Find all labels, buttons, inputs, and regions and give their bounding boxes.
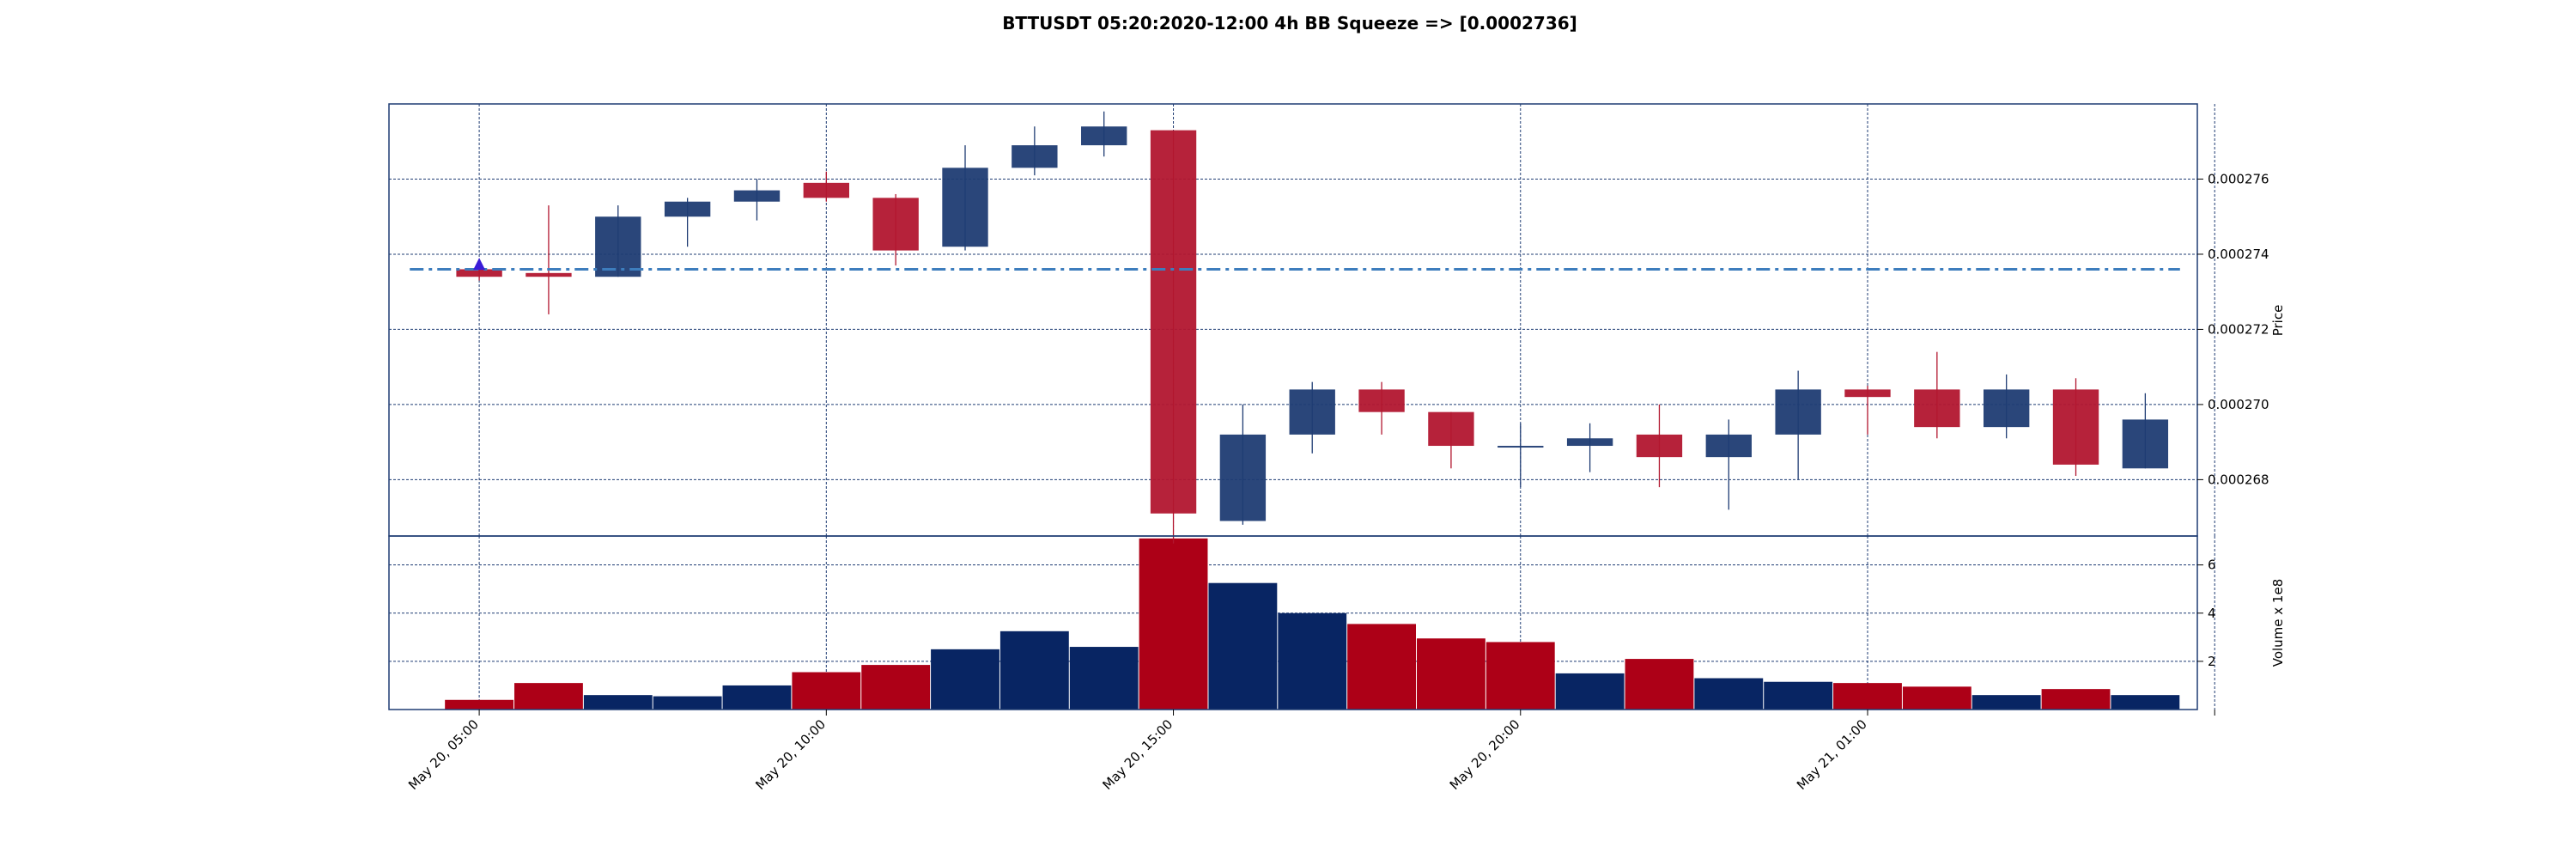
- chart-title: BTTUSDT 05:20:2020-12:00 4h BB Squeeze =…: [1002, 13, 1577, 34]
- price-tick-label: 0.000276: [2208, 171, 2269, 186]
- candle-body: [1289, 389, 1335, 435]
- volume-bar: [2111, 695, 2180, 710]
- candle-body: [1983, 389, 2030, 428]
- candle-body: [1775, 389, 1821, 435]
- candle-body: [1705, 434, 1752, 458]
- volume-ticks: 2 4 6: [2197, 557, 2216, 669]
- volume-bar: [1485, 642, 1555, 710]
- volume-bar: [1555, 673, 1625, 710]
- volume-bar: [1278, 612, 1347, 710]
- volume-bar: [861, 665, 931, 710]
- price-tick-label: 0.000272: [2208, 321, 2269, 337]
- candle-body: [1012, 145, 1058, 168]
- candlesticks: [456, 111, 2169, 544]
- volume-bar: [931, 649, 999, 710]
- x-ticks: May 20, 05:00 May 20, 10:00 May 20, 15:00 M…: [405, 710, 2215, 793]
- candle-body: [872, 198, 919, 251]
- price-axes-frame: [388, 103, 2198, 537]
- overlay: [410, 258, 2180, 271]
- price-ticks: 0.000268 0.000270 0.000272 0.000274 0.000276: [2197, 171, 2269, 487]
- candle-body: [1150, 130, 1197, 514]
- volume-bar: [1069, 647, 1139, 710]
- axes-frames: [388, 103, 2198, 710]
- price-axis-label: Price: [2270, 305, 2286, 337]
- x-tick-label: May 20, 05:00: [405, 716, 482, 793]
- x-tick-label: May 20, 20:00: [1447, 716, 1523, 793]
- volume-bar: [1833, 683, 1902, 710]
- candle-body: [1566, 438, 1613, 447]
- volume-bar: [514, 683, 583, 710]
- volume-bar: [445, 699, 514, 710]
- volume-bar: [583, 695, 653, 710]
- volume-bar: [1694, 678, 1764, 710]
- volume-bar: [1902, 686, 1971, 710]
- candle-body: [526, 272, 572, 277]
- candle-body: [942, 168, 988, 247]
- volume-bar: [1208, 582, 1278, 710]
- price-tick-label: 0.000270: [2208, 397, 2269, 412]
- candle-body: [1498, 446, 1544, 448]
- volume-bar: [1416, 638, 1485, 710]
- candle-body: [456, 269, 502, 277]
- price-tick-label: 0.000274: [2208, 247, 2269, 262]
- x-tick-label: May 21, 01:00: [1794, 716, 1870, 793]
- x-tick-label: May 20, 15:00: [1100, 716, 1176, 793]
- candle-body: [733, 190, 781, 202]
- candle-body: [2122, 419, 2169, 469]
- volume-bar: [792, 672, 861, 710]
- volume-axis-label: Volume x 1e8: [2270, 579, 2286, 667]
- candle-body: [1358, 389, 1405, 412]
- candle-body: [1636, 434, 1683, 458]
- volume-bar: [1625, 659, 1694, 710]
- volume-axes-frame: [388, 535, 2198, 710]
- volume-bar: [1139, 538, 1208, 710]
- volume-bars: [445, 538, 2180, 710]
- volume-bar: [999, 631, 1069, 710]
- price-tick-label: 0.000268: [2208, 472, 2269, 487]
- volume-tick-label: 4: [2208, 606, 2216, 621]
- price-grid: [389, 104, 2215, 536]
- candle-body: [803, 182, 849, 198]
- candle-body: [2052, 389, 2099, 465]
- volume-bar: [653, 696, 722, 710]
- candle-body: [595, 216, 641, 277]
- candle-body: [1914, 389, 1960, 428]
- signal-marker: [473, 258, 486, 271]
- candle-body: [1219, 434, 1267, 521]
- volume-bar: [2041, 689, 2111, 710]
- volume-bar: [722, 685, 792, 710]
- volume-bar: [1347, 624, 1416, 710]
- candle-body: [1844, 389, 1891, 398]
- candle-body: [1081, 126, 1127, 146]
- volume-bar: [1971, 695, 2041, 710]
- candle-body: [1428, 411, 1474, 447]
- volume-bar: [1764, 681, 1833, 710]
- volume-tick-label: 6: [2208, 557, 2216, 573]
- volume-tick-label: 2: [2208, 654, 2216, 669]
- x-tick-label: May 20, 10:00: [752, 716, 829, 793]
- candle-body: [664, 201, 711, 217]
